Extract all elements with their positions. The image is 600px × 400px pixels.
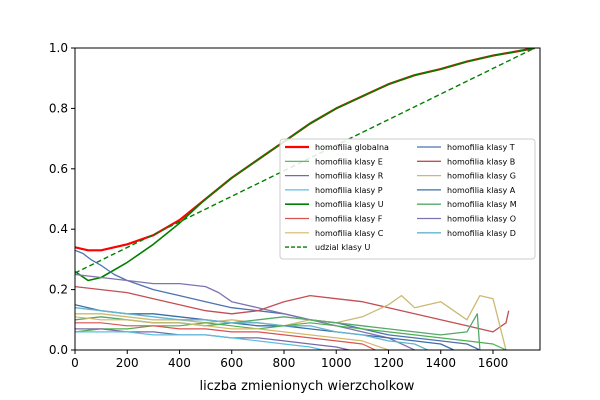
legend-entry-label: homofilia klasy B xyxy=(447,157,515,166)
legend-entry-label: homofilia klasy R xyxy=(315,172,384,181)
x-tick-label: 800 xyxy=(273,356,296,370)
y-axis: 0.0 0.2 0.4 0.6 0.8 1.0 xyxy=(49,41,75,357)
legend-entry-label: homofilia globalna xyxy=(315,143,389,152)
legend-entry-label: homofilia klasy G xyxy=(447,172,516,181)
series-line-homofilia-klasy-u xyxy=(75,48,535,282)
y-tick-label: 0.4 xyxy=(49,222,68,236)
x-tick-label: 1000 xyxy=(321,356,352,370)
legend-entry-label: homofilia klasy M xyxy=(447,200,517,209)
x-tick-label: 1600 xyxy=(478,356,509,370)
y-tick-label: 0.6 xyxy=(49,162,68,176)
legend-entry-label: homofilia klasy U xyxy=(315,200,384,209)
legend-entry-label: homofilia klasy F xyxy=(315,215,383,224)
plot-frame xyxy=(74,47,541,351)
series-line-homofilia-klasy-o xyxy=(75,273,415,350)
series-line-homofilia-klasy-a xyxy=(75,304,455,350)
y-tick-label: 0.2 xyxy=(49,283,68,297)
series-line-homofilia-klasy-p xyxy=(75,331,324,350)
legend-entry-label: homofilia klasy C xyxy=(315,229,384,238)
y-tick-label: 0.0 xyxy=(49,343,68,357)
x-axis-label: liczba zmienionych wierzcholkow xyxy=(200,379,415,394)
legend-entry-label: homofilia klasy P xyxy=(315,186,383,195)
series-layer xyxy=(75,48,536,350)
legend-box xyxy=(279,138,536,260)
series-line-homofilia-klasy-f xyxy=(75,322,376,350)
legend-entry-label: homofilia klasy A xyxy=(447,186,516,195)
x-tick-label: 200 xyxy=(116,356,139,370)
y-tick-label: 1.0 xyxy=(49,41,68,55)
x-tick-label: 400 xyxy=(168,356,191,370)
legend-entry-label: homofilia klasy D xyxy=(447,229,516,238)
legend: homofilia globalna homofilia klasy E homof… xyxy=(279,138,536,260)
series-line-udzial-klasy-u xyxy=(75,48,536,274)
x-tick-label: 1400 xyxy=(425,356,456,370)
series-line-homofilia-klasy-c xyxy=(75,316,389,350)
legend-entry-label: udzial klasy U xyxy=(315,243,370,252)
legend-entry-label: homofilia klasy E xyxy=(315,157,383,166)
legend-entry-label: homofilia klasy O xyxy=(447,215,516,224)
series-line-homofilia-klasy-d xyxy=(75,307,428,350)
x-axis: 0 200 400 600 800 1000 1200 1400 1600 xyxy=(71,350,508,370)
x-tick-label: 1200 xyxy=(373,356,404,370)
x-tick-label: 0 xyxy=(71,356,79,370)
y-tick-label: 0.8 xyxy=(49,101,68,115)
x-tick-label: 600 xyxy=(220,356,243,370)
legend-entry-label: homofilia klasy T xyxy=(447,143,515,152)
series-line-homofilia-klasy-b xyxy=(75,285,510,333)
series-line-homofilia-klasy-t xyxy=(75,249,481,350)
